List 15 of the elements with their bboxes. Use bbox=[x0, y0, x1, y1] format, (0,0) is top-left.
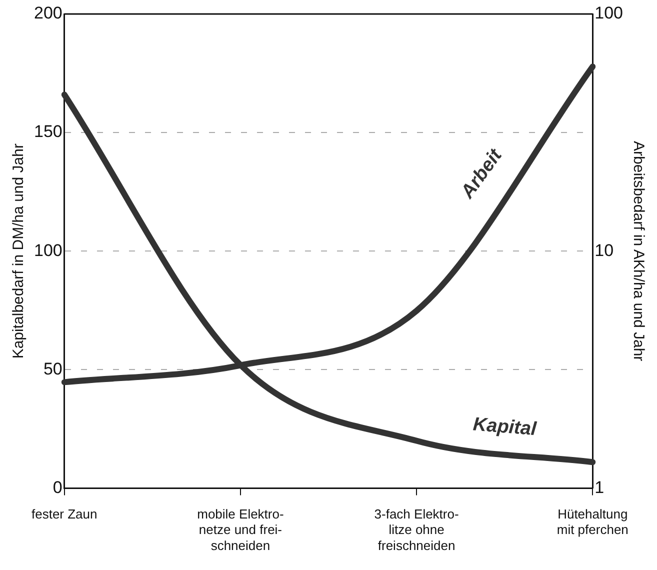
y2-axis-title: Arbeitsbedarf in AKh/ha und Jahr bbox=[630, 141, 647, 362]
x-tick-label: mobile Elektro- netze und frei- schneiden bbox=[197, 506, 284, 553]
y-axis-title: Kapitalbedarf in DM/ha und Jahr bbox=[10, 144, 28, 359]
x-tick-label: fester Zaun bbox=[31, 506, 98, 522]
y-tick-label: 100 bbox=[34, 240, 62, 260]
series-label: Kapital bbox=[472, 414, 538, 440]
y2-tick-label: 1 bbox=[594, 478, 604, 497]
y-tick-label: 150 bbox=[34, 122, 62, 142]
y-tick-label: 200 bbox=[34, 4, 62, 23]
x-tick-label: 3-fach Elektro- litze ohne freischneiden bbox=[374, 506, 459, 553]
y2-tick-label: 100 bbox=[594, 4, 624, 23]
y-tick-label: 0 bbox=[52, 478, 62, 497]
y2-tick-label: 10 bbox=[594, 240, 614, 260]
y-tick-label: 50 bbox=[43, 359, 62, 378]
x-tick-label: Hütehaltung mit pferchen bbox=[556, 506, 628, 538]
